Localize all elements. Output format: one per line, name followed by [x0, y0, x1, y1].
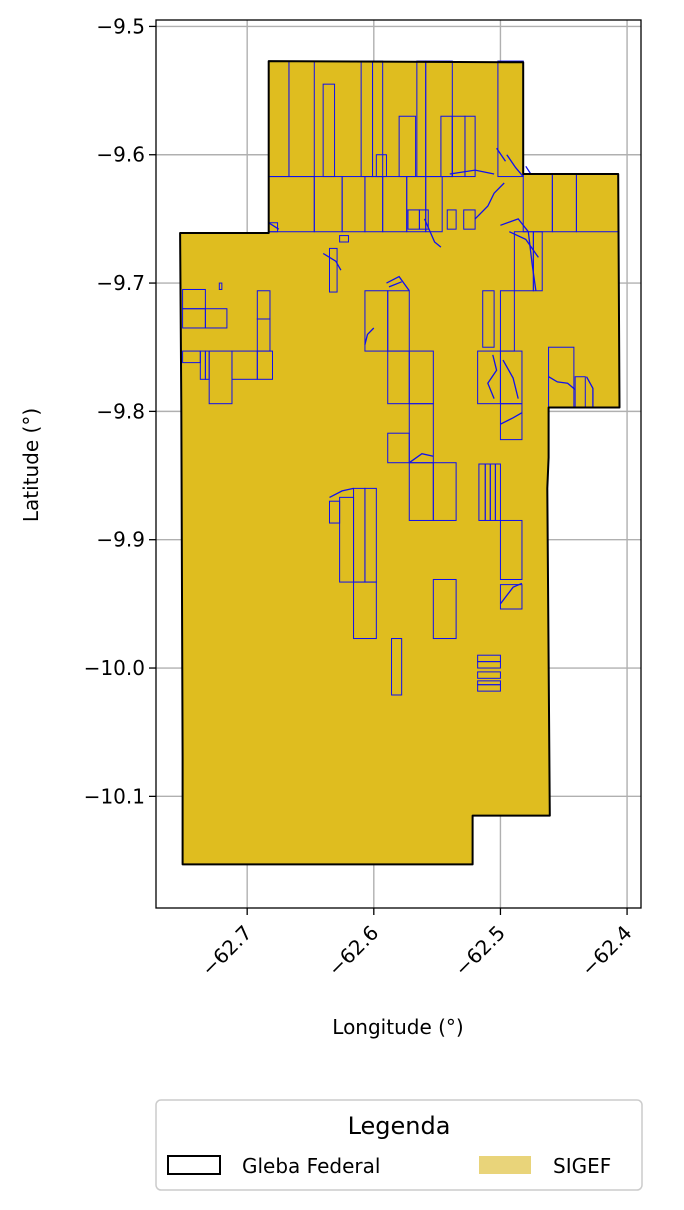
y-tick-label: −9.9 — [96, 528, 145, 552]
sigef-parcel — [375, 154, 387, 178]
sigef-boundary — [364, 327, 375, 345]
legend-gleba-label: Gleba Federal — [242, 1154, 380, 1178]
sigef-boundary — [408, 453, 434, 464]
sigef-boundary — [527, 231, 537, 291]
y-tick-label: −10.1 — [84, 784, 145, 808]
gleba-federal-boundary — [179, 60, 621, 866]
sigef-parcel — [218, 282, 223, 290]
sigef-parcel — [432, 462, 457, 521]
sigef-boundary — [388, 281, 402, 288]
sigef-parcel — [328, 247, 338, 293]
sigef-boundary — [499, 582, 523, 605]
y-tick-label: −10.0 — [84, 656, 145, 680]
sigef-parcel — [499, 519, 523, 580]
sigef-boundary — [502, 359, 519, 399]
sigef-boundary — [585, 376, 594, 408]
sigef-parcel — [446, 209, 457, 230]
x-tick-label: −62.5 — [450, 921, 510, 981]
sigef-parcel — [477, 671, 501, 679]
sigef-parcel — [463, 209, 476, 230]
sigef-boundary — [500, 218, 529, 233]
sigef-parcel — [339, 235, 349, 243]
legend-title: Legenda — [348, 1112, 451, 1140]
legend-sigef-swatch — [479, 1156, 531, 1174]
sigef-parcel — [418, 209, 429, 230]
x-tick-label: −62.6 — [323, 921, 383, 981]
y-tick-label: −9.8 — [96, 399, 145, 423]
sigef-parcel — [482, 290, 495, 348]
sigef-boundary — [496, 147, 507, 162]
sigef-parcel — [256, 318, 271, 352]
sigef-boundary — [525, 165, 532, 175]
sigef-parcel — [432, 578, 457, 640]
sigef-parcel — [494, 463, 501, 521]
sigef-parcels — [182, 60, 619, 696]
sigef-parcel — [464, 115, 476, 178]
sigef-boundary — [449, 169, 495, 175]
legend: Legenda Gleba Federal SIGEF — [155, 1099, 643, 1191]
x-axis-ticks: −62.7 −62.6 −62.5 −62.4 — [196, 908, 637, 981]
sigef-parcel — [477, 684, 501, 692]
sigef-boundary — [268, 222, 280, 230]
sigef-parcel — [477, 661, 501, 669]
sigef-parcel — [499, 290, 515, 352]
legend-gleba-swatch — [167, 1155, 221, 1175]
y-tick-label: −9.7 — [96, 271, 145, 295]
sigef-boundary — [329, 487, 354, 498]
sigef-boundary — [322, 252, 342, 271]
plot-frame — [155, 19, 642, 909]
sigef-boundary — [423, 218, 442, 248]
sigef-parcel — [353, 581, 377, 640]
sigef-boundary — [506, 154, 524, 178]
y-axis-label: Latitude (°) — [19, 408, 43, 522]
sigef-boundary — [500, 412, 523, 425]
sigef-boundary — [548, 376, 576, 391]
sigef-parcel — [532, 231, 543, 292]
sigef-parcel — [499, 403, 523, 441]
sigef-parcel — [499, 584, 523, 610]
y-tick-label: −9.6 — [96, 143, 145, 167]
sigef-parcel — [425, 176, 443, 233]
x-axis-label: Longitude (°) — [332, 1015, 463, 1039]
sigef-boundary — [509, 231, 539, 258]
y-axis-ticks: −9.5 −9.6 −9.7 −9.8 −9.9 −10.0 −10.1 — [84, 14, 156, 808]
sigef-parcel — [391, 638, 403, 696]
sigef-boundary — [386, 275, 410, 292]
sigef-boundary — [474, 182, 505, 220]
sigef-parcel — [204, 308, 228, 329]
legend-sigef-label: SIGEF — [553, 1154, 611, 1178]
y-tick-label: −9.5 — [96, 14, 145, 38]
x-tick-label: −62.4 — [576, 921, 636, 981]
sigef-parcel — [398, 115, 417, 178]
sigef-boundary — [487, 354, 498, 399]
x-tick-label: −62.7 — [196, 921, 256, 981]
